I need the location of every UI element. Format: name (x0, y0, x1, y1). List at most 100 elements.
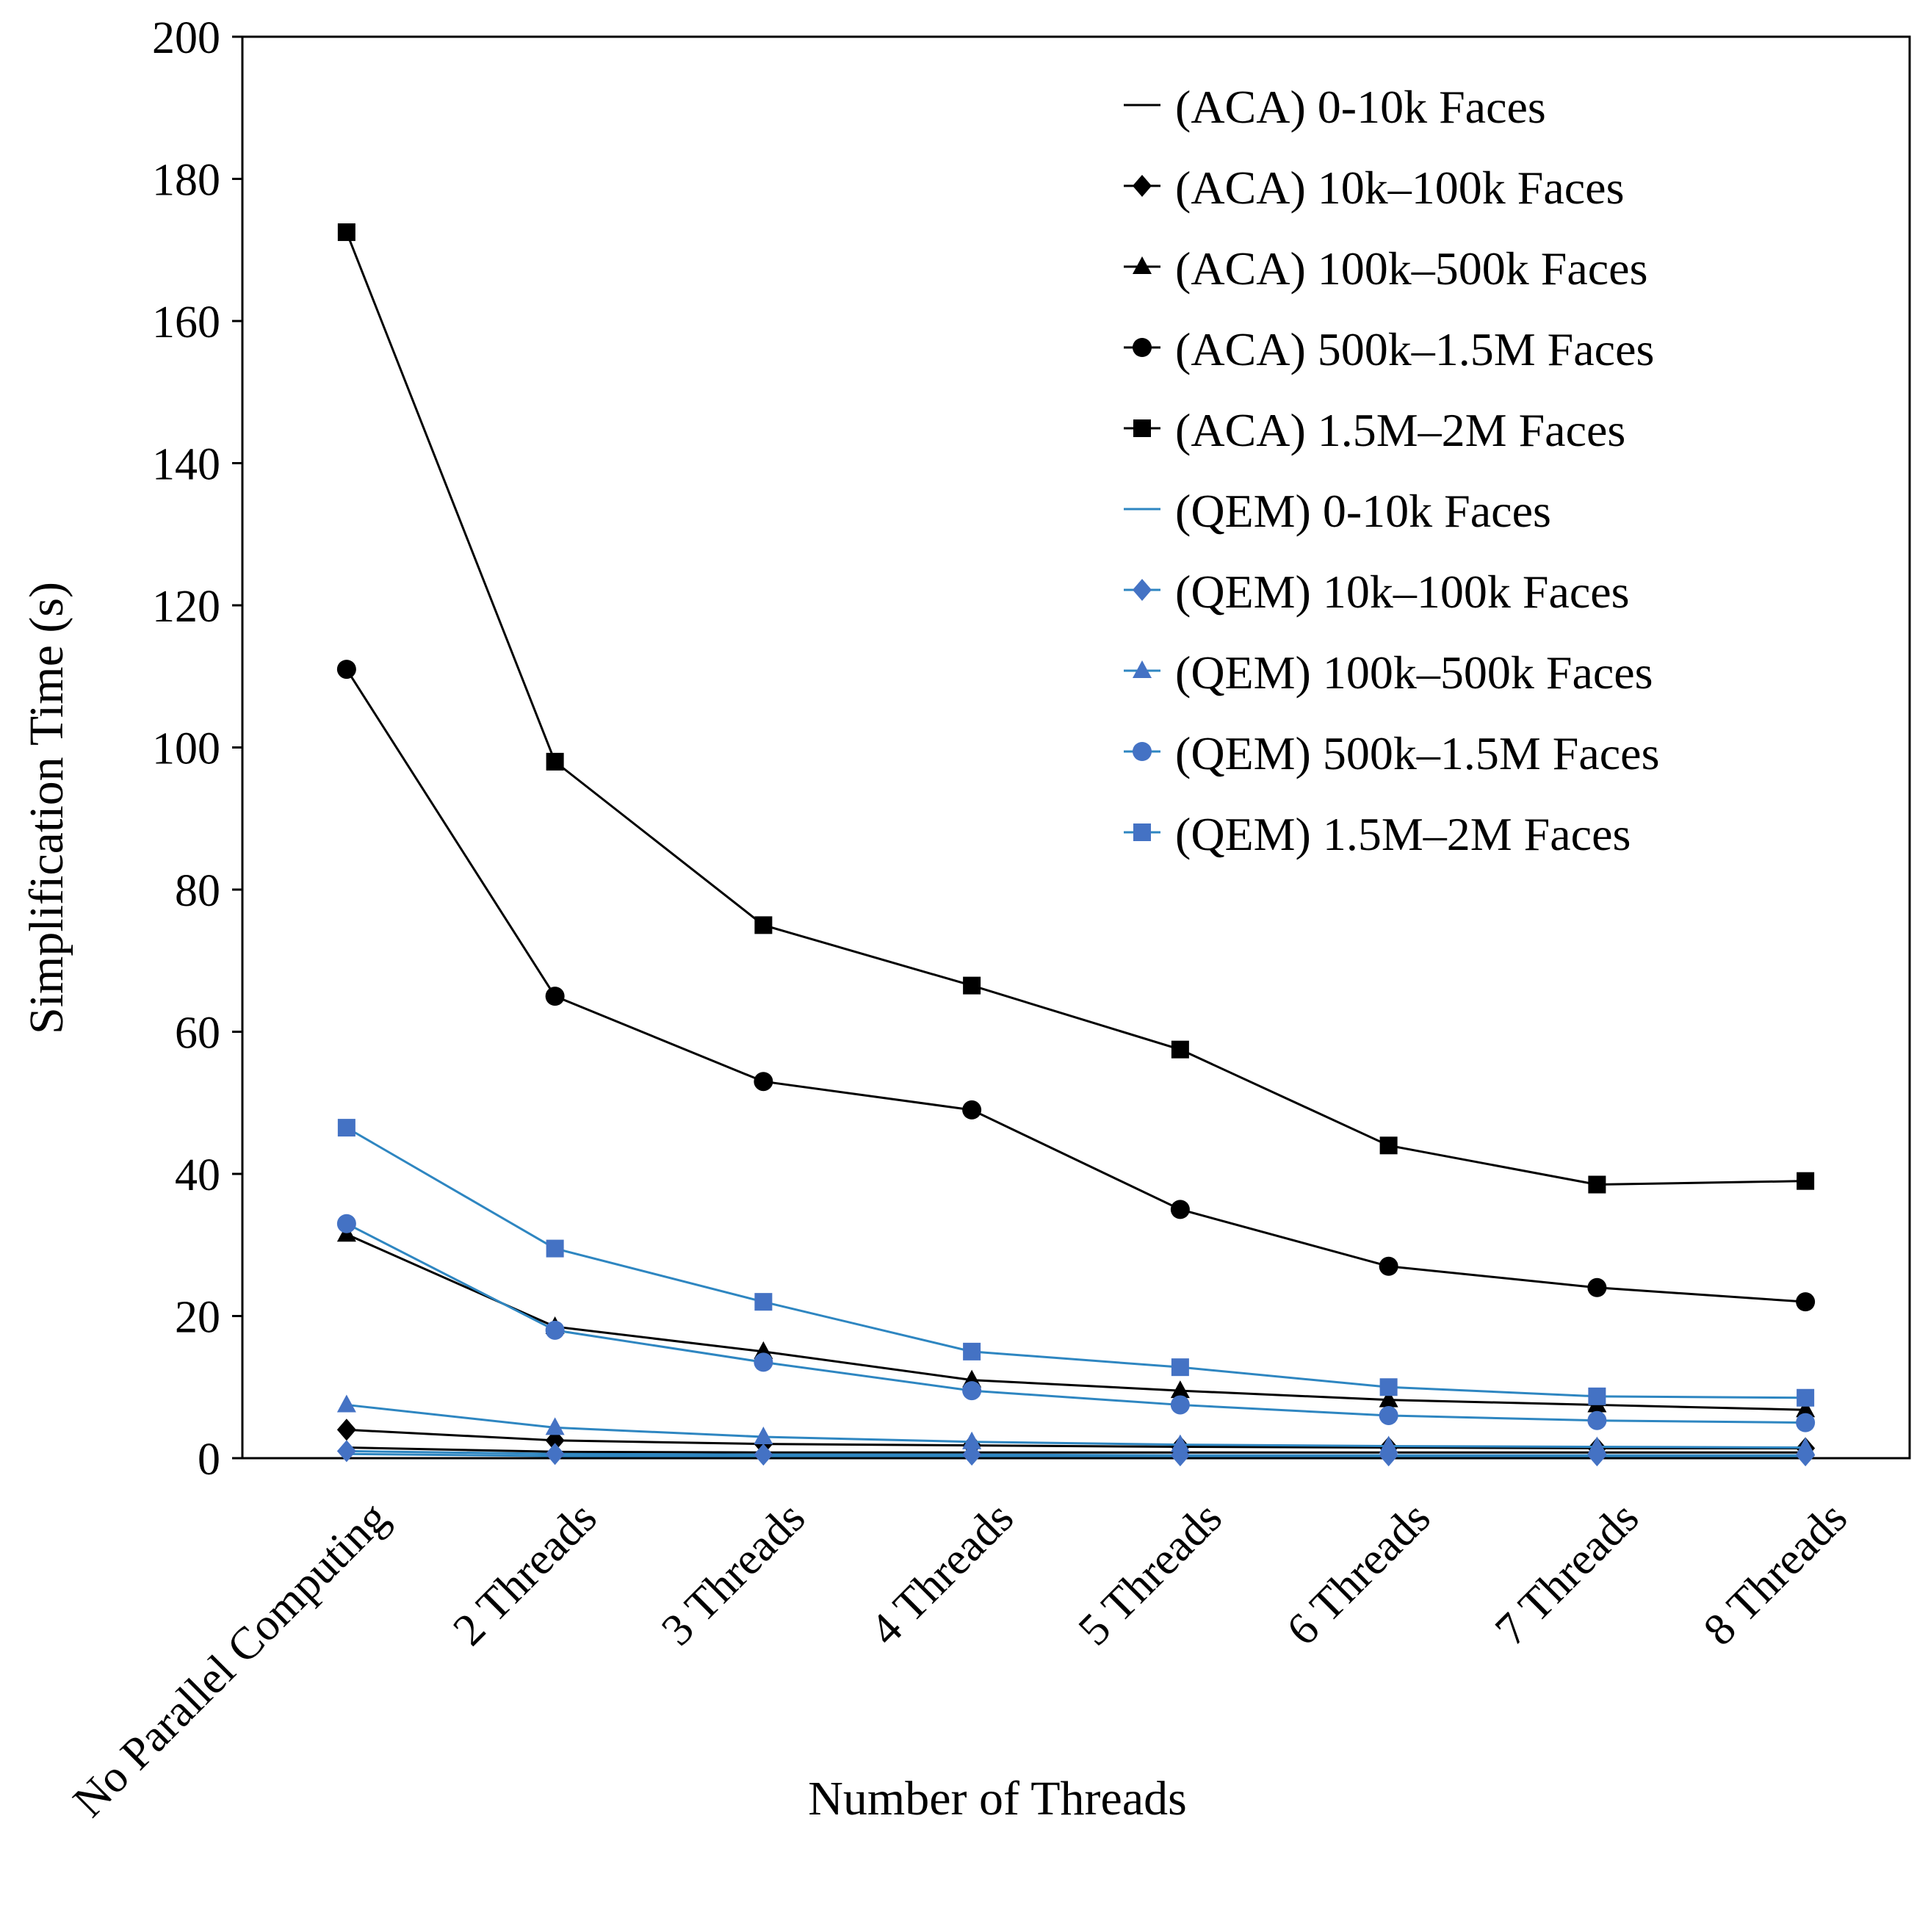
data-point (754, 1293, 773, 1311)
data-point (1379, 1389, 1398, 1407)
series-line (345, 231, 1806, 1186)
data-point (336, 1419, 356, 1441)
legend-item: (QEM) 0-10k Faces (1124, 485, 1551, 537)
legend-item: (QEM) 10k–100k Faces (1124, 566, 1630, 618)
data-point (545, 1320, 565, 1340)
series-1 (346, 1446, 1806, 1454)
data-point (337, 1119, 355, 1137)
legend-label: (ACA) 0-10k Faces (1175, 81, 1546, 133)
data-point (1796, 1437, 1816, 1455)
data-point (1379, 1256, 1398, 1276)
y-tick-label: 160 (152, 298, 220, 347)
data-point (1797, 1172, 1815, 1190)
data-point (1170, 1380, 1190, 1399)
y-tick-label: 60 (175, 1009, 220, 1059)
series-line (346, 1428, 1806, 1449)
data-point (1171, 1358, 1189, 1377)
legend-label: (ACA) 100k–500k Faces (1175, 242, 1647, 295)
series-line (346, 1233, 1806, 1411)
series-layer (336, 223, 1816, 1467)
data-point (1796, 1399, 1816, 1418)
data-point (1587, 1410, 1607, 1430)
data-point (1379, 1435, 1398, 1454)
data-point (337, 223, 355, 242)
data-point (754, 1443, 773, 1466)
legend-item: (ACA) 500k–1.5M Faces (1124, 323, 1654, 375)
data-point (1588, 1175, 1606, 1194)
y-axis-ticks: 0 20 40 60 80 100 120 140 160 180 200 (152, 13, 242, 1485)
series-line (346, 1222, 1806, 1424)
y-tick-label: 80 (175, 866, 220, 916)
legend-marker-swatch (1133, 175, 1152, 197)
series-5 (337, 223, 1815, 1194)
data-point (754, 916, 773, 934)
y-tick-label: 20 (175, 1293, 220, 1343)
legend-label: (QEM) 100k–500k Faces (1175, 646, 1653, 699)
legend-item: (QEM) 500k–1.5M Faces (1124, 727, 1659, 779)
data-point (1379, 1136, 1398, 1155)
data-point (963, 1342, 981, 1360)
data-point (962, 1381, 982, 1401)
y-tick-label: 140 (152, 440, 220, 490)
series-10 (337, 1119, 1815, 1407)
legend-item: (ACA) 1.5M–2M Faces (1124, 404, 1625, 456)
legend-marker-swatch (1133, 579, 1152, 601)
series-line (346, 1126, 1806, 1399)
data-point (1796, 1292, 1816, 1312)
data-point (546, 1239, 564, 1258)
series-line (346, 1446, 1806, 1454)
data-point (1587, 1436, 1607, 1455)
data-point (754, 1352, 773, 1372)
y-axis-title: Simplification Time (s) (20, 582, 73, 1034)
data-point (962, 1431, 982, 1449)
data-point (545, 987, 565, 1006)
legend-label: (ACA) 500k–1.5M Faces (1175, 323, 1654, 375)
y-tick-label: 180 (152, 156, 220, 206)
data-point (754, 1072, 773, 1092)
data-point (754, 1426, 773, 1444)
y-tick-label: 200 (152, 13, 220, 63)
y-tick-label: 100 (152, 724, 220, 774)
series-line (345, 668, 1806, 1303)
data-point (336, 660, 356, 680)
data-point (963, 976, 981, 995)
data-point (1588, 1387, 1606, 1405)
legend-label: (ACA) 10k–100k Faces (1175, 162, 1624, 214)
series-8 (336, 1394, 1816, 1455)
data-point (1170, 1200, 1190, 1219)
data-point (545, 1443, 565, 1466)
y-tick-label: 0 (198, 1435, 220, 1485)
legend-item: (ACA) 100k–500k Faces (1124, 242, 1647, 295)
data-point (336, 1394, 356, 1413)
y-tick-label: 40 (175, 1150, 220, 1200)
data-point (546, 752, 564, 771)
legend-marker-swatch (1133, 660, 1152, 678)
data-point (1170, 1434, 1190, 1452)
legend-marker-swatch (1133, 823, 1151, 841)
data-point (1587, 1277, 1607, 1297)
series-4 (336, 660, 1816, 1312)
legend-item: (ACA) 10k–100k Faces (1124, 162, 1624, 214)
data-point (1379, 1378, 1398, 1396)
legend-marker-swatch (1133, 419, 1151, 437)
legend-label: (QEM) 500k–1.5M Faces (1175, 727, 1659, 779)
legend: (ACA) 0-10k Faces (ACA) 10k–100k Faces (AC… (1124, 81, 1659, 860)
legend-item: (ACA) 0-10k Faces (1124, 81, 1546, 133)
series-line (346, 1449, 1806, 1457)
legend-label: (QEM) 0-10k Faces (1175, 485, 1551, 537)
legend-label: (QEM) 10k–100k Faces (1175, 566, 1630, 618)
legend-marker-swatch (1133, 742, 1152, 761)
data-point (1171, 1040, 1189, 1059)
data-point (336, 1214, 356, 1233)
legend-label: (ACA) 1.5M–2M Faces (1175, 404, 1625, 456)
x-axis-title: Number of Threads (808, 1772, 1187, 1825)
y-tick-label: 120 (152, 582, 220, 632)
legend-marker-swatch (1133, 256, 1152, 274)
data-point (962, 1100, 982, 1120)
data-point (336, 1440, 356, 1463)
legend-label: (QEM) 1.5M–2M Faces (1175, 808, 1631, 860)
legend-item: (QEM) 1.5M–2M Faces (1124, 808, 1631, 860)
data-point (1379, 1405, 1398, 1425)
